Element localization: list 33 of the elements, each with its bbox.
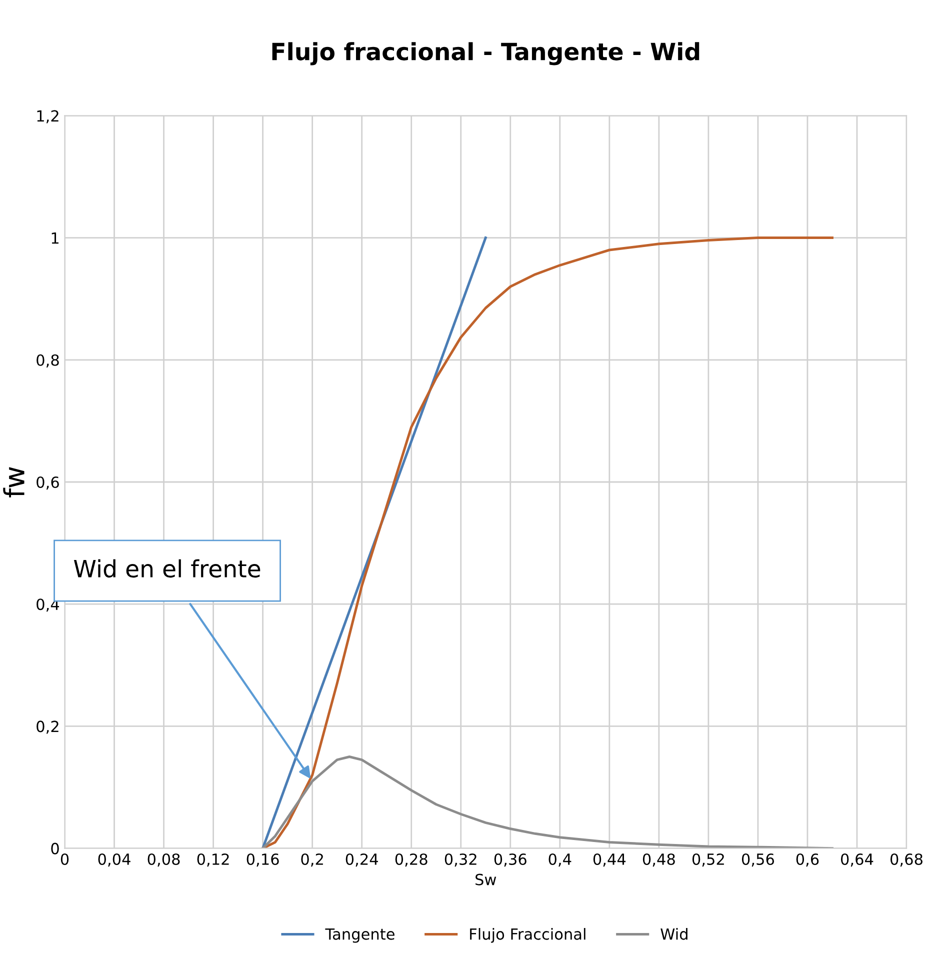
x-tick-label: 0,44: [593, 853, 626, 867]
x-tick-label: 0,32: [444, 853, 476, 867]
legend-label: Wid: [660, 928, 688, 940]
y-tick-label: 0,6: [36, 476, 59, 490]
x-tick-label: 0,4: [548, 853, 572, 867]
x-axis-title: Sw: [476, 874, 496, 886]
x-tick-label: 0,16: [246, 853, 279, 867]
x-tick-label: 0,48: [642, 853, 675, 867]
x-tick-label: 0,28: [395, 853, 428, 867]
x-tick-label: 0,64: [840, 853, 874, 867]
legend-label: Flujo Fraccional: [470, 928, 586, 943]
x-tick-label: 0,6: [796, 853, 819, 867]
chart-title: Flujo fraccional - Tangente - Wid: [272, 42, 700, 66]
legend-label: Tangente: [325, 928, 394, 943]
line-series: [262, 236, 834, 848]
y-tick-label: 1: [52, 232, 58, 244]
x-tick-label: 0,2: [301, 853, 323, 867]
line-series: [262, 755, 834, 848]
x-tick-label: 0,04: [98, 853, 130, 867]
annotation: Wid en el frente: [74, 559, 260, 578]
x-tick-label: 0,68: [890, 853, 922, 867]
x-tick-label: 0,12: [197, 853, 229, 867]
x-tick-label: 0,56: [742, 853, 774, 867]
y-tick-label: 1,2: [37, 110, 58, 124]
x-tick-label: 0,52: [692, 853, 724, 867]
x-tick-label: 0,24: [346, 853, 378, 867]
y-axis-title: fw: [3, 467, 24, 498]
x-tick-label: 0,08: [148, 853, 180, 867]
y-tick-label: 0,8: [36, 354, 59, 368]
x-tick-label: 0: [60, 853, 69, 866]
y-tick-label: 0: [51, 842, 59, 854]
x-tick-label: 0,36: [494, 853, 526, 867]
y-tick-label: 0,2: [36, 720, 58, 734]
